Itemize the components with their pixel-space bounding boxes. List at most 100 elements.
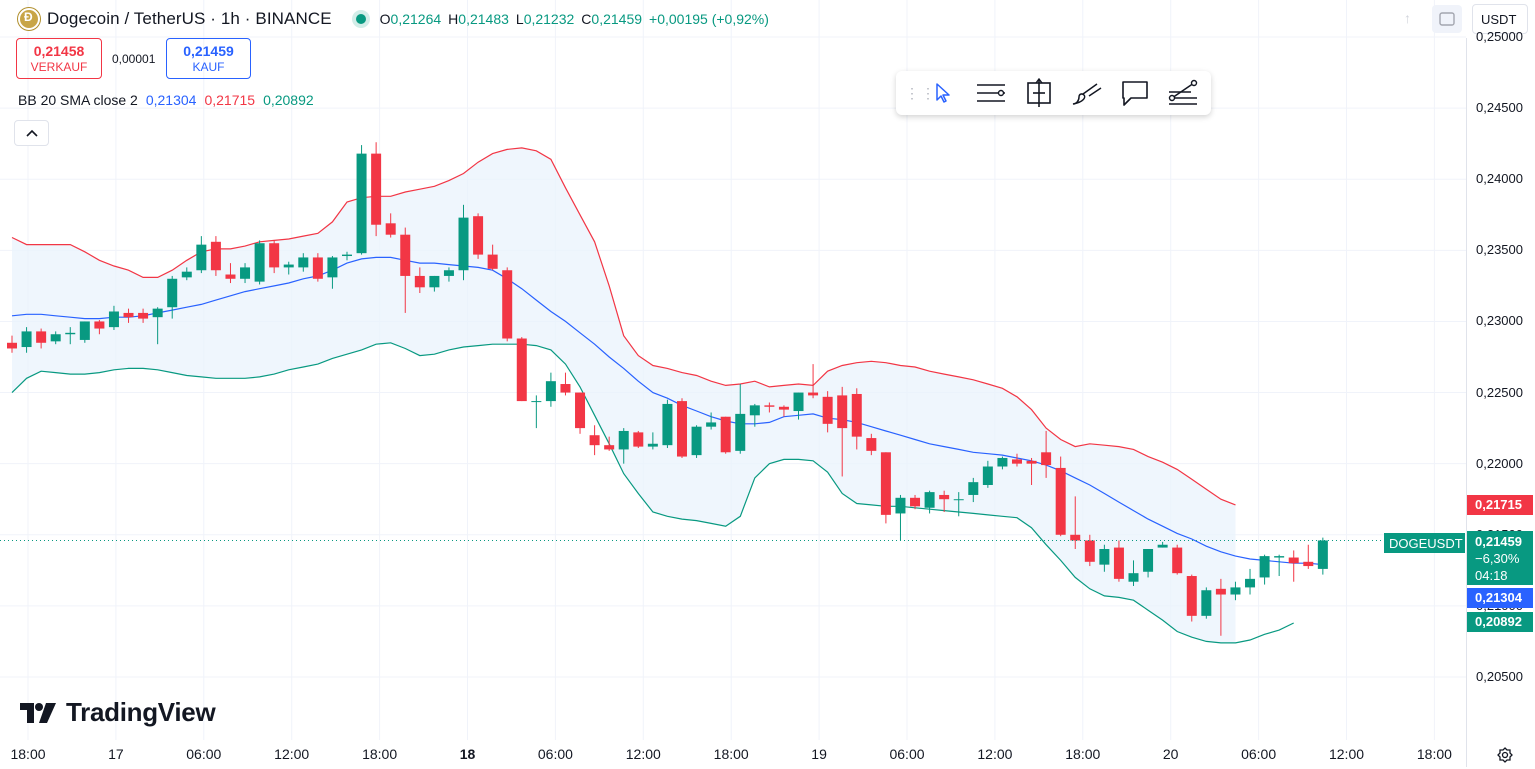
candle-body — [1186, 576, 1197, 616]
time-tick-label: 12:00 — [274, 746, 310, 762]
candle-body — [123, 312, 134, 318]
candle — [880, 452, 891, 524]
open-value: 0,21264 — [390, 11, 442, 27]
chart-settings-button[interactable] — [1496, 746, 1514, 769]
candle-body — [196, 244, 207, 271]
candle — [298, 253, 309, 272]
candle-body — [21, 331, 32, 348]
horizontal-lines-tool-button[interactable] — [967, 71, 1015, 115]
time-tick-label: 18:00 — [10, 746, 46, 762]
candle — [108, 305, 119, 330]
collapse-legend-button[interactable] — [14, 120, 49, 146]
candle — [924, 490, 935, 514]
candle-body — [1143, 549, 1154, 572]
comment-tool-button[interactable] — [1111, 71, 1159, 115]
last-price-change: −6,30% — [1475, 551, 1520, 566]
bb-lower-price-tag: 0,20892 — [1467, 612, 1533, 632]
high-value: 0,21483 — [458, 11, 509, 27]
candle-body — [1317, 540, 1328, 569]
candle-body — [1259, 556, 1270, 578]
time-tick-label: 06:00 — [1241, 746, 1277, 762]
gear-icon — [1497, 747, 1513, 763]
tradingview-logo-icon — [20, 702, 56, 723]
tradingview-logo[interactable]: TradingView — [20, 697, 216, 728]
candle — [356, 145, 367, 255]
drag-handle-icon[interactable]: ⋮⋮ — [905, 85, 937, 101]
time-tick-label: 19 — [811, 746, 827, 762]
candle — [487, 244, 498, 271]
candle — [1245, 568, 1256, 595]
candle — [691, 425, 702, 458]
time-tick-label: 18:00 — [1065, 746, 1101, 762]
price-tick-label: 0,23500 — [1476, 242, 1523, 258]
candle-body — [531, 401, 542, 403]
candle-body — [312, 257, 323, 279]
candle-body — [429, 275, 440, 288]
buy-label: KAUF — [192, 60, 225, 74]
buy-button[interactable]: 0,21459 KAUF — [166, 38, 251, 79]
candle — [560, 372, 571, 396]
candle-body — [778, 406, 789, 410]
candle — [1303, 544, 1314, 569]
candle-body — [676, 401, 687, 457]
candle — [1055, 456, 1066, 537]
candle — [822, 391, 833, 433]
currency-button[interactable]: USDT — [1472, 4, 1528, 34]
candle-body — [953, 499, 964, 501]
candle-body — [691, 426, 702, 456]
symbol-title[interactable]: Dogecoin / TetherUS · 1h · BINANCE — [47, 9, 332, 28]
brush-tool-button[interactable] — [1063, 71, 1111, 115]
candle — [662, 399, 673, 449]
candle-body — [167, 278, 178, 308]
candle-body — [662, 403, 673, 446]
candle-body — [589, 435, 600, 446]
time-tick-label: 12:00 — [977, 746, 1013, 762]
candle-body — [706, 422, 717, 427]
candle-body — [138, 312, 149, 319]
candle-body — [225, 274, 236, 279]
fullscreen-button[interactable] — [1432, 5, 1462, 33]
candle-body — [749, 405, 760, 416]
candle — [7, 335, 17, 353]
candle — [79, 321, 90, 343]
symbol-header: Dogecoin / TetherUS · 1h · BINANCE O0,21… — [18, 8, 769, 30]
measure-tool-button[interactable] — [1015, 71, 1063, 115]
candle — [400, 227, 411, 313]
sell-price: 0,21458 — [33, 43, 85, 59]
time-tick-label: 18:00 — [1416, 746, 1452, 762]
candle-body — [400, 234, 411, 276]
candle — [531, 395, 542, 429]
candle-body — [808, 392, 819, 396]
candle-body — [152, 308, 163, 318]
candle-body — [94, 321, 105, 329]
candle — [1084, 534, 1095, 567]
candle — [1070, 496, 1081, 549]
arrow-up-icon[interactable]: ↑ — [1404, 10, 1411, 26]
candle-body — [720, 416, 731, 453]
candle-body — [516, 338, 527, 402]
indicator-name: BB 20 SMA close 2 — [18, 92, 138, 108]
candle — [225, 263, 236, 284]
candle-body — [240, 267, 251, 279]
candle — [706, 412, 717, 430]
candle-body — [1113, 547, 1124, 579]
candle — [866, 433, 877, 456]
candle — [1230, 581, 1241, 601]
candle — [793, 392, 804, 420]
bollinger-legend[interactable]: BB 20 SMA close 2 0,21304 0,21715 0,2089… — [18, 92, 314, 108]
fib-tool-button[interactable] — [1159, 71, 1207, 115]
time-tick-label: 18:00 — [713, 746, 749, 762]
sell-button[interactable]: 0,21458 VERKAUF — [16, 38, 102, 79]
candle — [123, 308, 134, 323]
price-tick-label: 0,23000 — [1476, 313, 1523, 329]
candle — [196, 236, 207, 274]
candle — [764, 402, 775, 413]
candle-body — [545, 381, 556, 402]
cursor-tool-button[interactable] — [919, 71, 967, 115]
candle-body — [851, 393, 862, 437]
horizontal-lines-icon — [977, 84, 1005, 102]
fib-lines-icon — [1168, 79, 1198, 105]
spread-value: 0,00001 — [112, 52, 156, 66]
candle — [749, 403, 760, 427]
